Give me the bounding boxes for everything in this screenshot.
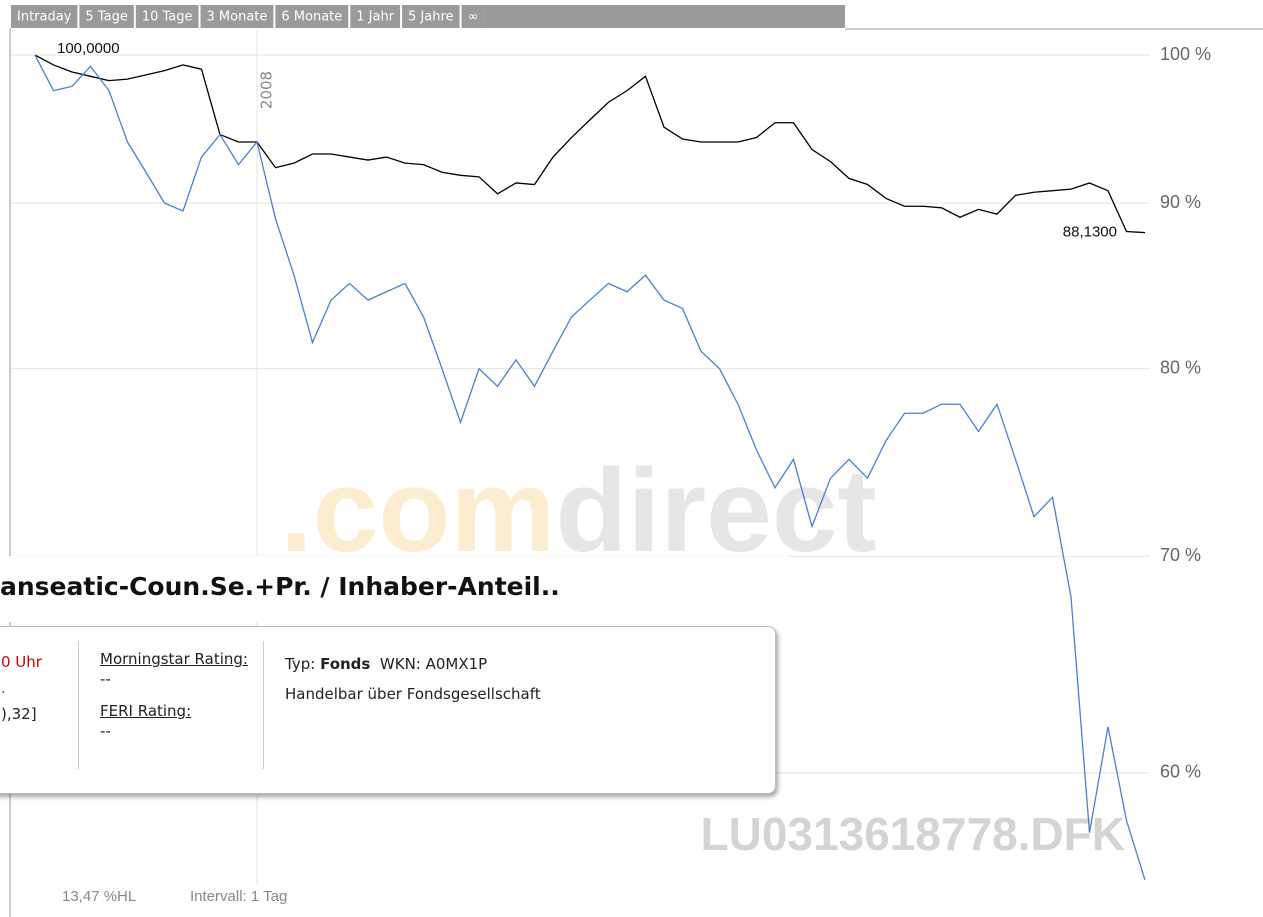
divider bbox=[78, 641, 79, 769]
popup-col3: Typ: Fonds WKN: A0MX1P Handelbar über Fo… bbox=[285, 649, 541, 709]
watermark-id: LU0313618778.DFK bbox=[701, 808, 1125, 860]
feri-label[interactable]: FERI Rating: bbox=[100, 702, 192, 720]
tab-label[interactable]: 3 Monate bbox=[207, 10, 268, 25]
tab[interactable] bbox=[461, 5, 485, 28]
rating-value: -- bbox=[100, 670, 111, 688]
y-tick-label: 100 % bbox=[1160, 44, 1211, 64]
change: . bbox=[1, 679, 6, 697]
tab-label[interactable]: 5 Tage bbox=[85, 10, 127, 25]
tab[interactable] bbox=[79, 5, 134, 28]
tab-label[interactable]: 5 Jahre bbox=[408, 10, 454, 25]
watermark: .comdirect bbox=[280, 445, 877, 577]
y-tick-label: 90 % bbox=[1160, 192, 1201, 212]
wkn: WKN: A0MX1P bbox=[379, 655, 488, 673]
line bbox=[34, 54, 1146, 234]
tab-bar-end bbox=[484, 5, 845, 28]
tab[interactable] bbox=[11, 5, 78, 28]
tab[interactable] bbox=[275, 5, 349, 28]
tab-label[interactable]: 6 Monate bbox=[281, 10, 342, 25]
x-tick-label: 2008 bbox=[258, 71, 276, 109]
time: 0 Uhr bbox=[1, 653, 42, 671]
tab-label[interactable]: ∞ bbox=[468, 10, 479, 25]
y-tick-label: 70 % bbox=[1160, 545, 1201, 565]
line bbox=[34, 54, 1146, 881]
popup: 0 Uhr . ),32] Morningstar Rating: -- FER… bbox=[0, 626, 776, 794]
data-label: 100,0000 bbox=[57, 40, 120, 57]
tab[interactable] bbox=[402, 5, 460, 28]
popup-title-band: anseatic-Coun.Se.+Pr. / Inhaber-Anteil.. bbox=[0, 556, 790, 622]
popup-col1: 0 Uhr . ),32] bbox=[1, 649, 42, 727]
popup-title: anseatic-Coun.Se.+Pr. / Inhaber-Anteil.. bbox=[0, 572, 560, 601]
tab-label[interactable]: Intraday bbox=[17, 10, 72, 25]
type-value: Fonds bbox=[320, 655, 371, 673]
y-tick-label: 80 % bbox=[1160, 357, 1201, 377]
tab-label[interactable]: 10 Tage bbox=[142, 10, 193, 25]
footer-range: 13,47 %HL bbox=[62, 888, 136, 905]
range: ),32] bbox=[1, 705, 37, 723]
footer-interval: Intervall: 1 Tag bbox=[190, 888, 287, 905]
divider bbox=[263, 641, 264, 769]
tab[interactable] bbox=[200, 5, 274, 28]
type-label: Typ: bbox=[285, 655, 316, 673]
tab[interactable] bbox=[350, 5, 401, 28]
tab[interactable] bbox=[135, 5, 199, 28]
feri-value: -- bbox=[100, 722, 111, 740]
popup-col2: Morningstar Rating: -- FERI Rating: -- bbox=[100, 649, 250, 741]
rating-label[interactable]: Morningstar Rating: bbox=[100, 650, 248, 668]
tab-label[interactable]: 1 Jahr bbox=[356, 10, 394, 25]
trade: Handelbar über Fondsgesellschaft bbox=[285, 685, 541, 703]
y-tick-label: 60 % bbox=[1160, 762, 1201, 782]
data-label: 88,1300 bbox=[1063, 224, 1117, 241]
